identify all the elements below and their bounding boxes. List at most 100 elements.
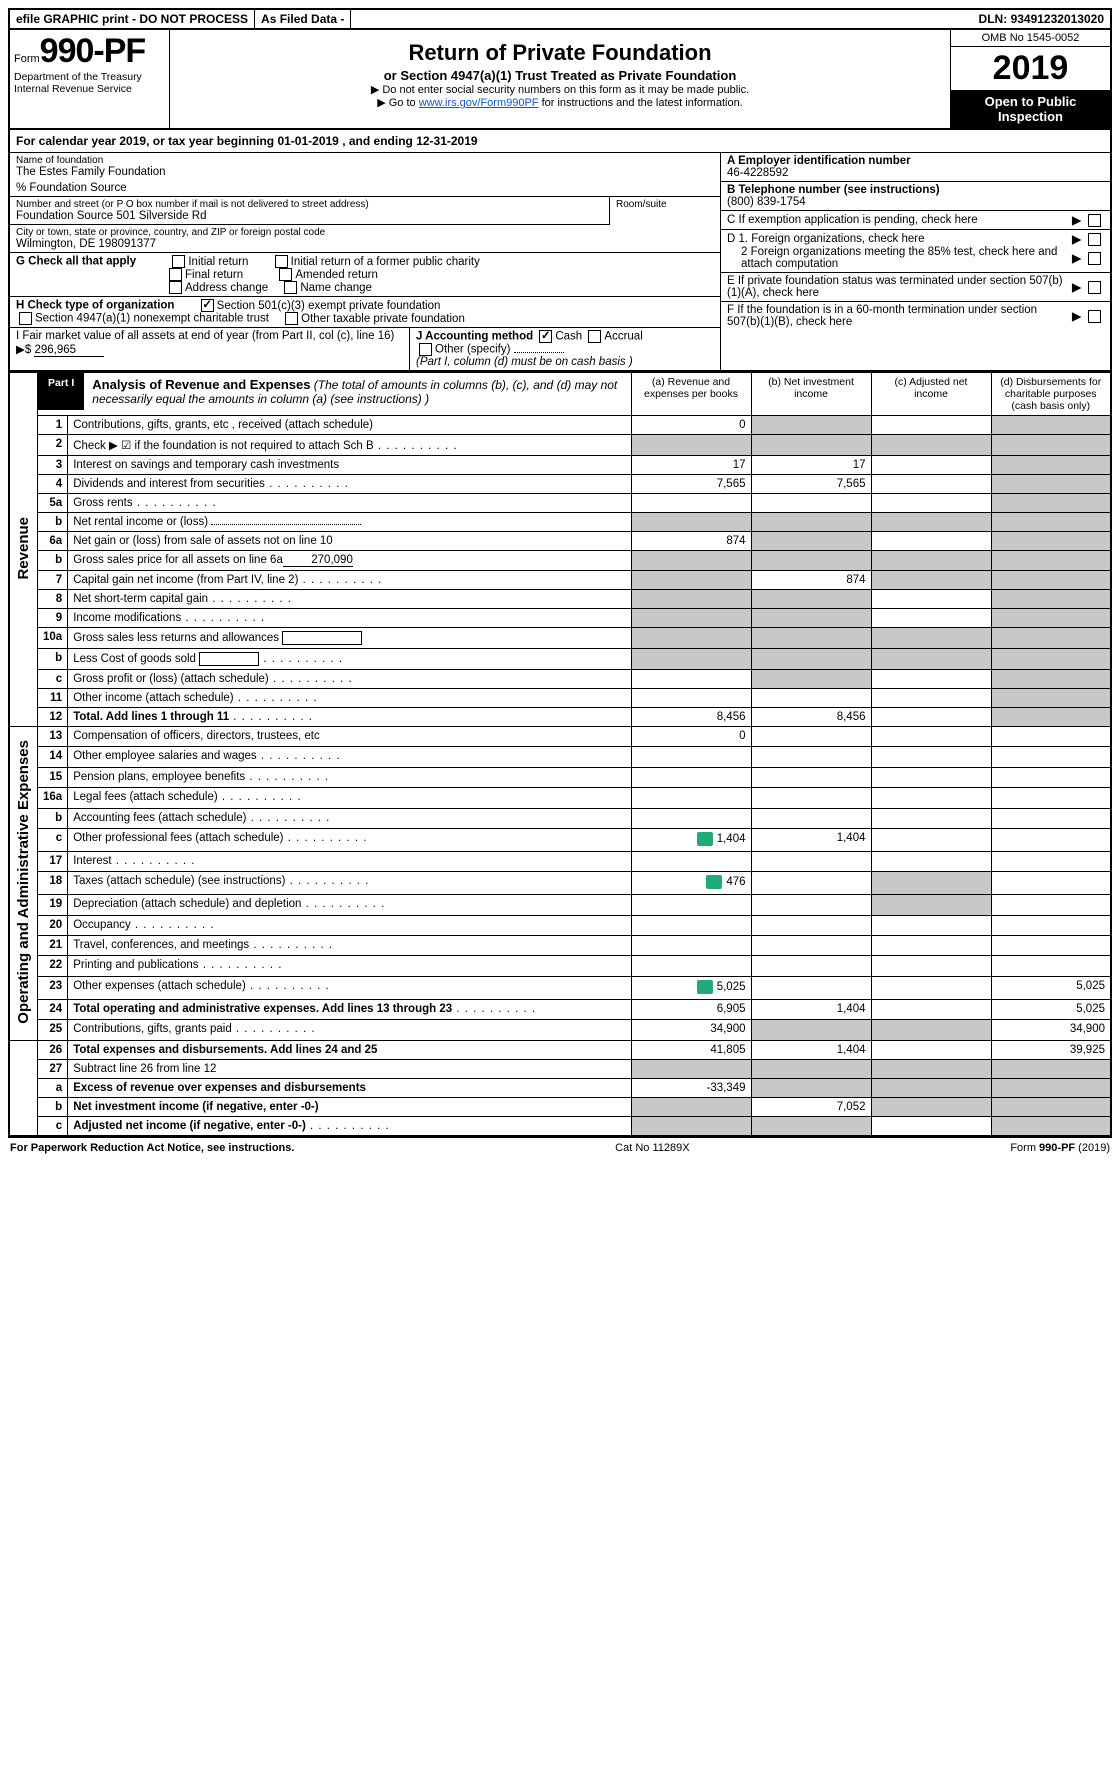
chk-other-method[interactable] <box>419 343 432 356</box>
h-section: H Check type of organization Section 501… <box>10 297 720 328</box>
f-cell: F If the foundation is in a 60-month ter… <box>721 302 1110 330</box>
col-d-header: (d) Disbursements for charitable purpose… <box>991 373 1111 416</box>
phone-cell: B Telephone number (see instructions) (8… <box>721 182 1110 211</box>
info-left: Name of foundation The Estes Family Foun… <box>10 153 720 370</box>
top-bar: efile GRAPHIC print - DO NOT PROCESS As … <box>8 8 1112 30</box>
ein: 46-4228592 <box>727 167 788 179</box>
i-section: I Fair market value of all assets at end… <box>10 328 410 370</box>
dept-treasury: Department of the Treasury <box>14 71 142 83</box>
header-left: Form990-PF Department of the Treasury In… <box>10 30 170 128</box>
attachment-icon[interactable] <box>706 875 722 889</box>
chk-address-change[interactable] <box>169 281 182 294</box>
dln: DLN: 93491232013020 <box>973 10 1110 28</box>
phone: (800) 839-1754 <box>727 196 806 208</box>
irs: Internal Revenue Service <box>14 83 132 95</box>
year-end: 12-31-2019 <box>416 134 477 148</box>
table-row: 3Interest on savings and temporary cash … <box>9 456 1111 475</box>
j-note: (Part I, column (d) must be on cash basi… <box>416 356 633 368</box>
chk-501c3[interactable] <box>201 299 214 312</box>
table-row: 17Interest <box>9 851 1111 871</box>
fmv-value: 296,965 <box>34 344 104 357</box>
irs-link[interactable]: www.irs.gov/Form990PF <box>419 97 539 109</box>
chk-accrual[interactable] <box>588 330 601 343</box>
table-row: 9Income modifications <box>9 609 1111 628</box>
open-inspection: Open to Public Inspection <box>951 90 1110 128</box>
table-row: 12Total. Add lines 1 through 118,4568,45… <box>9 708 1111 727</box>
dln-value: 93491232013020 <box>1011 12 1104 26</box>
table-row: 24Total operating and administrative exp… <box>9 999 1111 1019</box>
table-row: cOther professional fees (attach schedul… <box>9 829 1111 852</box>
part1-table: Revenue Part I Analysis of Revenue and E… <box>8 372 1112 1137</box>
foundation-name-cell: Name of foundation The Estes Family Foun… <box>10 153 720 197</box>
table-row: cGross profit or (loss) (attach schedule… <box>9 670 1111 689</box>
table-row: 22Printing and publications <box>9 956 1111 976</box>
part1-tag: Part I <box>38 373 84 410</box>
city-cell: City or town, state or province, country… <box>10 225 720 253</box>
attachment-icon[interactable] <box>697 832 713 846</box>
chk-amended-return[interactable] <box>279 268 292 281</box>
j-section: J Accounting method Cash Accrual Other (… <box>410 328 720 370</box>
table-row: bNet rental income or (loss) <box>9 513 1111 532</box>
chk-initial-return[interactable] <box>172 255 185 268</box>
calendar-year-row: For calendar year 2019, or tax year begi… <box>8 130 1112 153</box>
chk-final-return[interactable] <box>169 268 182 281</box>
table-row: 23Other expenses (attach schedule)5,0255… <box>9 976 1111 999</box>
table-row: 15Pension plans, employee benefits <box>9 767 1111 787</box>
omb-number: OMB No 1545-0052 <box>951 30 1110 47</box>
table-row: cAdjusted net income (if negative, enter… <box>9 1116 1111 1136</box>
page-footer: For Paperwork Reduction Act Notice, see … <box>8 1137 1112 1158</box>
table-row: 1Contributions, gifts, grants, etc , rec… <box>9 416 1111 435</box>
table-row: 10aGross sales less returns and allowanc… <box>9 628 1111 649</box>
form-number: Form990-PF <box>14 53 145 65</box>
col-c-header: (c) Adjusted net income <box>871 373 991 416</box>
part1-title: Analysis of Revenue and Expenses (The to… <box>84 373 630 410</box>
table-row: 25Contributions, gifts, grants paid34,90… <box>9 1020 1111 1041</box>
chk-4947[interactable] <box>19 312 32 325</box>
address: Foundation Source 501 Silverside Rd <box>16 210 603 222</box>
chk-cash[interactable] <box>539 330 552 343</box>
footer-left: For Paperwork Reduction Act Notice, see … <box>10 1142 294 1154</box>
col-b-header: (b) Net investment income <box>751 373 871 416</box>
footer-mid: Cat No 11289X <box>615 1142 689 1154</box>
chk-foreign-org[interactable] <box>1088 233 1101 246</box>
foundation-care: % Foundation Source <box>16 182 714 194</box>
chk-name-change[interactable] <box>284 281 297 294</box>
info-section: Name of foundation The Estes Family Foun… <box>8 153 1112 372</box>
address-cell: Number and street (or P O box number if … <box>10 197 610 225</box>
table-row: 11Other income (attach schedule) <box>9 689 1111 708</box>
efile-notice: efile GRAPHIC print - DO NOT PROCESS <box>10 10 255 28</box>
header-right: OMB No 1545-0052 2019 Open to Public Ins… <box>950 30 1110 128</box>
revenue-section-label: Revenue <box>9 373 38 727</box>
table-row: 16aLegal fees (attach schedule) <box>9 788 1111 808</box>
opex-section-label: Operating and Administrative Expenses <box>9 727 38 1041</box>
g-section: G Check all that apply Initial return In… <box>10 253 720 297</box>
chk-initial-former[interactable] <box>275 255 288 268</box>
header-mid: Return of Private Foundation or Section … <box>170 30 950 128</box>
as-filed: As Filed Data - <box>255 10 351 28</box>
dln-label: DLN: <box>979 12 1008 26</box>
c-cell: C If exemption application is pending, c… <box>721 211 1110 230</box>
table-row: 2Check ▶ ☑ if the foundation is not requ… <box>9 435 1111 456</box>
city: Wilmington, DE 198091377 <box>16 238 714 250</box>
table-row: bNet investment income (if negative, ent… <box>9 1097 1111 1116</box>
chk-exemption-pending[interactable] <box>1088 214 1101 227</box>
tax-year: 2019 <box>951 47 1110 90</box>
table-row: 6aNet gain or (loss) from sale of assets… <box>9 532 1111 551</box>
footer-right: Form 990-PF (2019) <box>1010 1142 1110 1154</box>
chk-terminated[interactable] <box>1088 281 1101 294</box>
table-row: 27Subtract line 26 from line 12 <box>9 1059 1111 1078</box>
chk-85pct[interactable] <box>1088 252 1101 265</box>
d-cell: D 1. Foreign organizations, check here ▶… <box>721 230 1110 273</box>
table-row: 21Travel, conferences, and meetings <box>9 936 1111 956</box>
table-row: aExcess of revenue over expenses and dis… <box>9 1078 1111 1097</box>
table-row: bGross sales price for all assets on lin… <box>9 551 1111 571</box>
chk-60month[interactable] <box>1088 310 1101 323</box>
table-row: 18Taxes (attach schedule) (see instructi… <box>9 872 1111 895</box>
chk-other-taxable[interactable] <box>285 312 298 325</box>
table-row: 7Capital gain net income (from Part IV, … <box>9 571 1111 590</box>
table-row: 26Total expenses and disbursements. Add … <box>9 1040 1111 1059</box>
room-cell: Room/suite <box>610 197 720 225</box>
year-begin: 01-01-2019 <box>277 134 338 148</box>
attachment-icon[interactable] <box>697 980 713 994</box>
form-subtitle: or Section 4947(a)(1) Trust Treated as P… <box>174 68 946 83</box>
